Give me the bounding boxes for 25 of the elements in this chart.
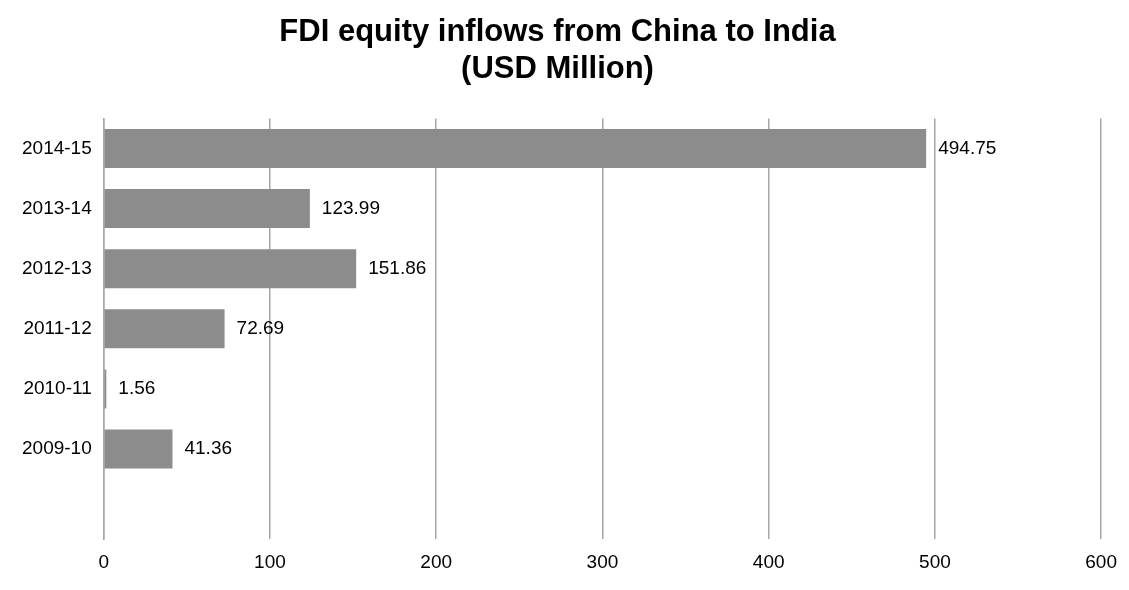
y-tick-label: 2014-15 xyxy=(21,136,92,158)
bar xyxy=(104,128,927,168)
x-tick-label: 100 xyxy=(254,550,286,572)
x-tick-label: 400 xyxy=(752,550,785,572)
y-tick-label: 2009-10 xyxy=(21,437,92,459)
x-tick-label: 300 xyxy=(586,550,619,572)
data-label: 151.86 xyxy=(368,256,427,278)
data-label: 72.69 xyxy=(236,317,285,339)
chart-title: FDI equity inflows from China to India (USD Million) xyxy=(279,13,837,86)
y-tick-label: 2013-14 xyxy=(21,196,93,218)
bar xyxy=(104,189,310,229)
data-label: 494.75 xyxy=(938,136,997,158)
x-tick-label: 0 xyxy=(98,550,110,572)
data-label: 41.36 xyxy=(184,437,233,459)
x-tick-label: 600 xyxy=(1085,550,1117,572)
bar xyxy=(104,309,225,349)
y-tick-label: 2012-13 xyxy=(21,256,92,278)
data-label: 1.56 xyxy=(118,377,156,399)
x-tick-label: 500 xyxy=(919,550,951,572)
y-tick-label: 2010-11 xyxy=(23,377,92,399)
bar xyxy=(104,429,173,469)
x-tick-label: 200 xyxy=(420,550,453,572)
y-tick-label: 2011-12 xyxy=(23,317,92,339)
bar xyxy=(104,249,357,289)
data-label: 123.99 xyxy=(321,196,380,218)
